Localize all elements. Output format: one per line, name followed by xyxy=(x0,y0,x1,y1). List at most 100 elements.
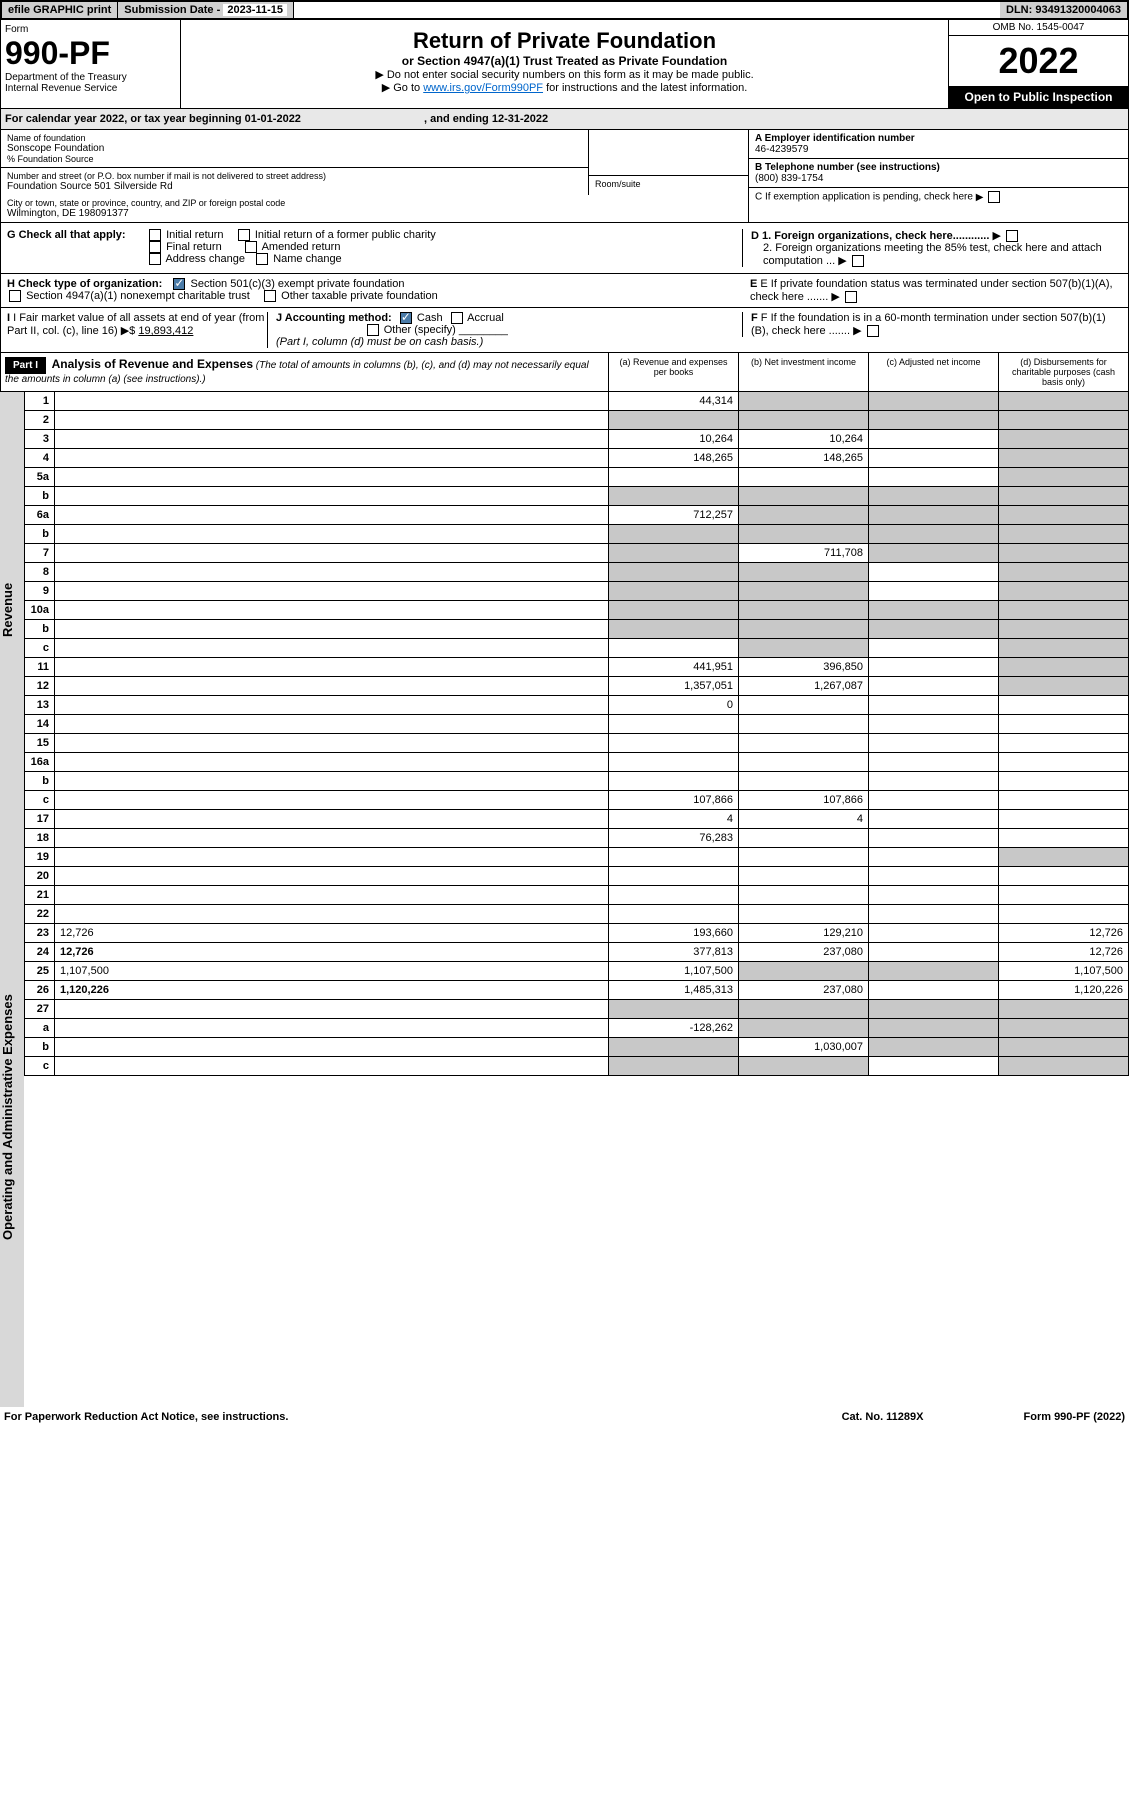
row-desc xyxy=(55,506,609,525)
col-b-val: 1,267,087 xyxy=(739,677,869,696)
revenue-side-label: Revenue xyxy=(0,392,24,827)
initial-public-checkbox[interactable] xyxy=(238,229,250,241)
exemption-checkbox[interactable] xyxy=(988,191,1000,203)
col-d-val xyxy=(999,639,1129,658)
col-a-val xyxy=(609,715,739,734)
accrual-checkbox[interactable] xyxy=(451,312,463,324)
col-b-val xyxy=(739,506,869,525)
col-a-val xyxy=(609,1038,739,1057)
h-label: H Check type of organization: xyxy=(7,278,162,290)
col-b-val xyxy=(739,411,869,430)
table-row: c107,866107,866 xyxy=(25,791,1129,810)
other-taxable-checkbox[interactable] xyxy=(264,290,276,302)
name-change-checkbox[interactable] xyxy=(256,253,268,265)
table-row: 19 xyxy=(25,848,1129,867)
table-row: b xyxy=(25,620,1129,639)
col-c-val xyxy=(869,468,999,487)
row-number: 23 xyxy=(25,924,55,943)
col-b-val xyxy=(739,487,869,506)
row-desc xyxy=(55,392,609,411)
col-a-val xyxy=(609,848,739,867)
ein-label: A Employer identification number xyxy=(755,133,915,144)
expenses-side-label: Operating and Administrative Expenses xyxy=(0,827,24,1407)
form-title: Return of Private Foundation xyxy=(189,28,940,54)
address-change-checkbox[interactable] xyxy=(149,253,161,265)
col-a-val xyxy=(609,639,739,658)
other-method-checkbox[interactable] xyxy=(367,324,379,336)
col-c-val xyxy=(869,1000,999,1019)
col-b-val: 237,080 xyxy=(739,943,869,962)
row-number: b xyxy=(25,620,55,639)
amended-return-checkbox[interactable] xyxy=(245,241,257,253)
exemption-label: C If exemption application is pending, c… xyxy=(755,192,973,203)
4947-checkbox[interactable] xyxy=(9,290,21,302)
part1-label: Part I xyxy=(5,357,46,374)
col-d-val xyxy=(999,791,1129,810)
row-desc xyxy=(55,715,609,734)
form-label: Form xyxy=(5,24,176,35)
check-section-g: G Check all that apply: Initial return I… xyxy=(0,223,1129,274)
row-desc xyxy=(55,525,609,544)
col-a-val xyxy=(609,468,739,487)
row-number: a xyxy=(25,1019,55,1038)
col-a-val xyxy=(609,1000,739,1019)
col-b-val xyxy=(739,601,869,620)
col-d-val xyxy=(999,544,1129,563)
col-a-header: (a) Revenue and expenses per books xyxy=(608,353,738,391)
e-checkbox[interactable] xyxy=(845,291,857,303)
col-b-val: 129,210 xyxy=(739,924,869,943)
col-d-val xyxy=(999,848,1129,867)
col-a-val xyxy=(609,582,739,601)
table-row: 11441,951396,850 xyxy=(25,658,1129,677)
col-a-val: 441,951 xyxy=(609,658,739,677)
row-number: 20 xyxy=(25,867,55,886)
col-a-val xyxy=(609,772,739,791)
table-row: 1744 xyxy=(25,810,1129,829)
row-desc xyxy=(55,905,609,924)
j-label: J Accounting method: xyxy=(276,312,392,324)
col-c-val xyxy=(869,620,999,639)
col-c-val xyxy=(869,829,999,848)
col-c-val xyxy=(869,924,999,943)
501c3-checkbox[interactable] xyxy=(173,278,185,290)
final-return-checkbox[interactable] xyxy=(149,241,161,253)
row-desc xyxy=(55,449,609,468)
form-link[interactable]: www.irs.gov/Form990PF xyxy=(423,82,543,94)
table-row: 7711,708 xyxy=(25,544,1129,563)
d2-label: 2. Foreign organizations meeting the 85%… xyxy=(763,242,1102,267)
row-desc xyxy=(55,620,609,639)
col-d-val xyxy=(999,734,1129,753)
col-c-val xyxy=(869,392,999,411)
col-d-val xyxy=(999,620,1129,639)
table-row: 14 xyxy=(25,715,1129,734)
row-number: 26 xyxy=(25,981,55,1000)
efile-label[interactable]: efile GRAPHIC print xyxy=(2,2,118,18)
col-d-val xyxy=(999,1019,1129,1038)
initial-return-checkbox[interactable] xyxy=(149,229,161,241)
row-number: b xyxy=(25,772,55,791)
row-number: b xyxy=(25,525,55,544)
col-b-val xyxy=(739,1057,869,1076)
f-checkbox[interactable] xyxy=(867,325,879,337)
d2-checkbox[interactable] xyxy=(852,255,864,267)
j-note: (Part I, column (d) must be on cash basi… xyxy=(276,336,483,348)
foundation-info: Name of foundation Sonscope Foundation %… xyxy=(0,130,1129,223)
table-row: 8 xyxy=(25,563,1129,582)
col-a-val xyxy=(609,411,739,430)
col-c-val xyxy=(869,962,999,981)
table-row: 251,107,5001,107,5001,107,500 xyxy=(25,962,1129,981)
table-row: 144,314 xyxy=(25,392,1129,411)
col-d-val xyxy=(999,753,1129,772)
footer-mid: Cat. No. 11289X xyxy=(842,1411,924,1423)
col-a-val xyxy=(609,620,739,639)
col-b-val: 148,265 xyxy=(739,449,869,468)
col-b-val xyxy=(739,582,869,601)
row-desc: 1,120,226 xyxy=(55,981,609,1000)
d1-checkbox[interactable] xyxy=(1006,230,1018,242)
cash-checkbox[interactable] xyxy=(400,312,412,324)
col-c-val xyxy=(869,867,999,886)
col-a-val: 107,866 xyxy=(609,791,739,810)
row-number: b xyxy=(25,487,55,506)
row-desc xyxy=(55,1019,609,1038)
open-public: Open to Public Inspection xyxy=(949,86,1128,108)
